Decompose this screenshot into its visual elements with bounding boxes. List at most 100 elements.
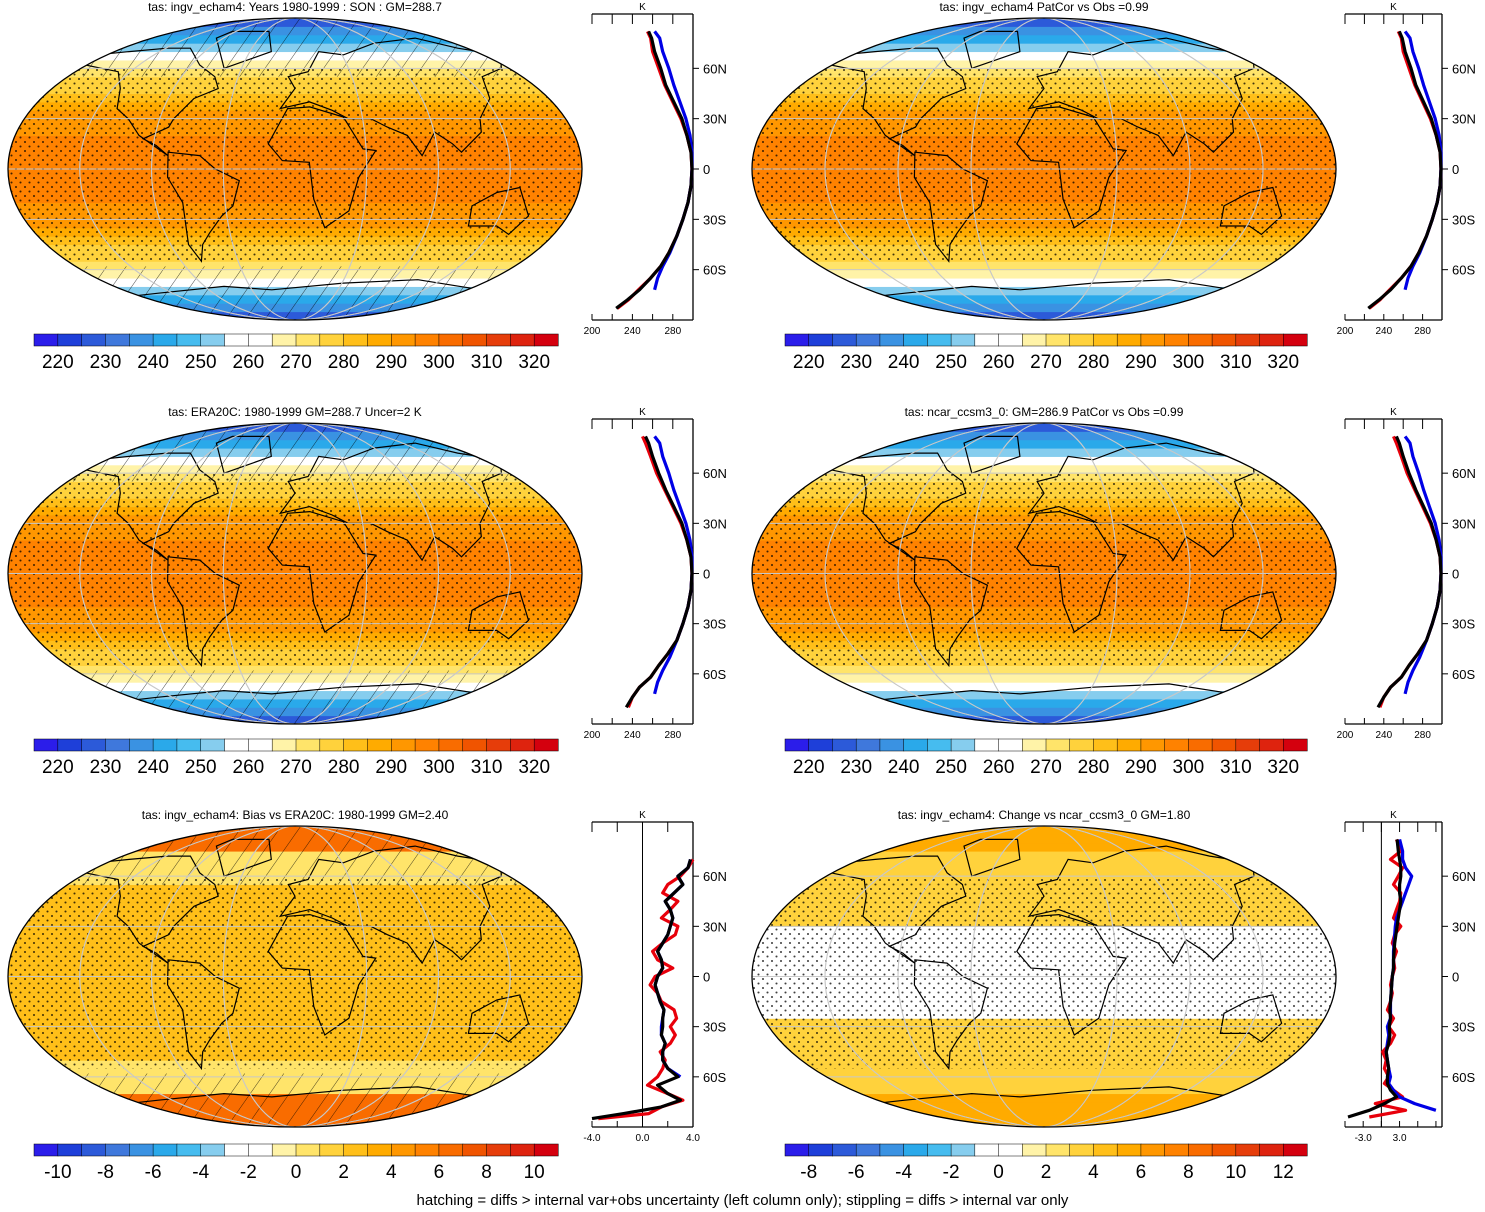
colorbar-bin <box>784 333 810 347</box>
colorbar-bin <box>1069 1143 1095 1157</box>
panel-2: tas: ingv_echam4 PatCor vs Obs =0.99 220 2… <box>751 0 1476 373</box>
footnote: hatching = diffs > internal var+obs unce… <box>416 1192 1069 1209</box>
colorbar-bin <box>903 1143 928 1157</box>
zonal-profile: K 200 240 280 60N 30N 0 30S 60S <box>584 407 727 741</box>
colorbar-bin <box>1045 738 1071 752</box>
lat-band <box>752 1110 1336 1120</box>
colorbar-bin <box>974 738 1000 752</box>
profile-lat-label: 60N <box>1452 466 1476 481</box>
colorbar-tick-label: -2 <box>240 1162 257 1183</box>
colorbar-tick-label: 260 <box>983 352 1015 373</box>
profile-lat-label: 60N <box>1452 869 1476 884</box>
graticule-lon <box>824 826 1264 1127</box>
colorbar-bin <box>271 333 297 347</box>
colorbar-tick-label: 8 <box>1183 1162 1194 1183</box>
profile-unit: K <box>639 2 646 13</box>
colorbar-bin <box>879 738 905 752</box>
profile-x-tick-label: 200 <box>584 326 601 337</box>
lat-band <box>752 439 1336 449</box>
graticule-lon <box>222 423 368 724</box>
profile-unit: K <box>1390 407 1397 418</box>
colorbar-tick-label: 320 <box>1267 757 1299 778</box>
colorbar-tick-label: 300 <box>423 352 455 373</box>
colorbar-bin <box>879 1143 905 1157</box>
colorbar-tick-label: 300 <box>1173 352 1205 373</box>
colorbar-bin <box>367 1143 392 1157</box>
colorbar-tick-label: 290 <box>375 757 407 778</box>
lat-band <box>752 842 1336 852</box>
stippling <box>752 876 1336 1069</box>
colorbar-tick-label: 300 <box>1173 757 1205 778</box>
coastline <box>963 435 1021 474</box>
profile-x-tick-label: 240 <box>1375 730 1392 741</box>
colorbar-bin <box>1140 738 1166 752</box>
colorbar-bin <box>391 333 416 347</box>
colorbar-bin <box>855 738 881 752</box>
colorbar-bin <box>57 1143 83 1157</box>
colorbar-bin <box>1069 738 1095 752</box>
colorbar-bin <box>784 1143 810 1157</box>
colorbar-bin <box>343 1143 369 1157</box>
colorbar-bin <box>176 1143 202 1157</box>
colorbar-bin <box>832 333 857 347</box>
profile-x-tick-label: 0.0 <box>636 1133 650 1144</box>
colorbar-bin <box>855 1143 881 1157</box>
lat-band <box>752 715 1336 724</box>
colorbar-tick-label: 290 <box>1125 757 1157 778</box>
profile-x-tick-label: 280 <box>1414 730 1431 741</box>
colorbar-bin <box>486 333 511 347</box>
colorbar-bin <box>927 333 952 347</box>
colorbar-tick-label: 300 <box>423 757 455 778</box>
lat-band <box>752 59 1336 69</box>
colorbar-bin <box>248 738 273 752</box>
lat-band <box>752 682 1336 692</box>
colorbar-bin <box>1116 738 1142 752</box>
colorbar-bin <box>832 1143 857 1157</box>
profile-lat-label: 30S <box>1452 212 1475 227</box>
lat-band <box>752 859 1336 869</box>
zonal-profile: K 200 240 280 60N 30N 0 30S 60S <box>1337 2 1476 337</box>
colorbar-bin <box>1235 333 1261 347</box>
colorbar-tick-label: 290 <box>1125 352 1157 373</box>
colorbar-bin <box>152 333 178 347</box>
colorbar-tick-label: 290 <box>375 352 407 373</box>
colorbar-bin <box>57 333 83 347</box>
hatching <box>8 1073 582 1127</box>
profile-lat-label: 60S <box>703 1070 726 1085</box>
colorbar-tick-label: -6 <box>145 1162 162 1183</box>
graticule-lon <box>897 826 1191 1127</box>
map-frame <box>751 17 1337 321</box>
panel-4: tas: ncar_ccsm3_0: GM=286.9 PatCor vs Ob… <box>751 405 1476 778</box>
colorbar-bin <box>414 333 440 347</box>
graticule-lon <box>970 826 1118 1127</box>
graticule-lon <box>897 423 1191 724</box>
colorbar-tick-label: -10 <box>44 1162 71 1183</box>
colorbar-bin <box>1022 738 1047 752</box>
colorbar-tick-label: 10 <box>524 1162 545 1183</box>
stippling <box>752 68 1336 262</box>
profile-x-tick-label: 200 <box>1337 326 1354 337</box>
profile-x-tick-label: 280 <box>1414 326 1431 337</box>
lat-band <box>752 707 1336 717</box>
lat-band <box>752 1101 1336 1111</box>
colorbar-bin <box>271 1143 297 1157</box>
lat-band <box>752 867 1336 877</box>
lat-band <box>8 1068 582 1078</box>
colorbar-bin <box>129 738 154 752</box>
lat-band <box>752 278 1336 287</box>
colorbar-bin <box>152 738 178 752</box>
colorbar-bin <box>533 333 559 347</box>
lat-band <box>752 665 1336 675</box>
colorbar-bin <box>927 738 952 752</box>
colorbar-bin <box>33 738 59 752</box>
graticule-lon <box>79 826 511 1127</box>
colorbar-bin <box>1093 1143 1118 1157</box>
map-field <box>752 18 1336 320</box>
map-field <box>8 826 582 1127</box>
colorbar-bin <box>950 738 976 752</box>
panel-title: tas: ingv_echam4: Bias vs ERA20C: 1980-1… <box>142 808 449 822</box>
colorbar-bin <box>533 738 559 752</box>
colorbar-tick-label: -4 <box>192 1162 209 1183</box>
graticule-lon <box>970 18 1118 320</box>
